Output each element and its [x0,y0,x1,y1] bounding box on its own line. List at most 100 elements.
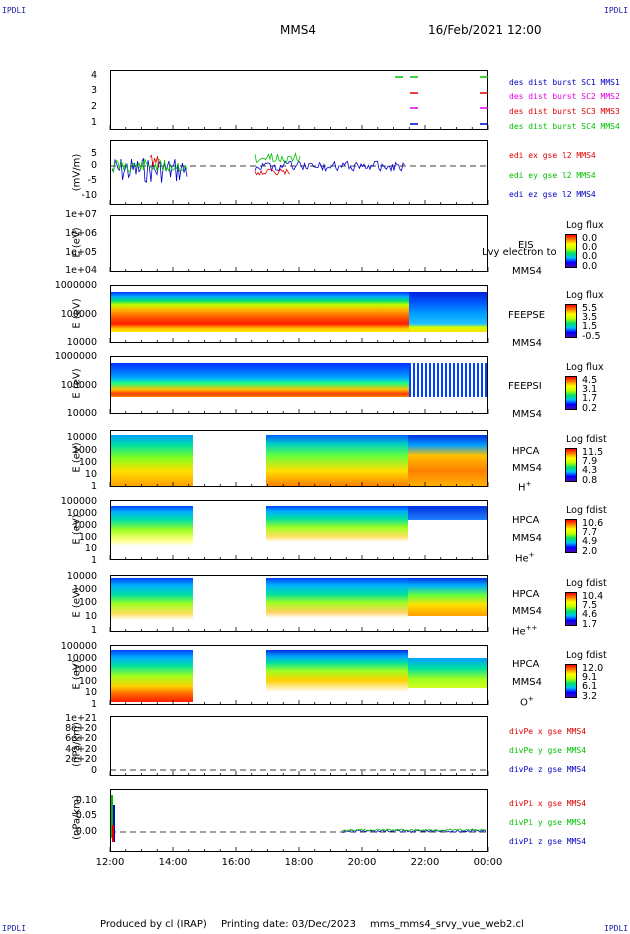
divpi-tick-010: 0.10 [75,795,97,806]
feepsi-colorbar [565,376,577,410]
feepse-colorbar-title: Log flux [566,290,604,301]
feepse-tick-1e6: 1000000 [54,280,97,291]
feepse-cb-value-2: 3.5 [582,312,598,323]
hpca-he2-tick-1e1: 10 [84,611,97,622]
hpca-h-cb-value-3: 4.3 [582,465,598,476]
x-tick-1200: 12:00 [95,857,125,868]
hpca-o-charge: + [527,695,534,703]
eis-tick-1e6: 1e+06 [65,228,97,239]
hpca-h-spectrogram-c [408,435,487,486]
feepsi-colorbar-title: Log flux [566,362,604,373]
edi-ez-trace-tail [339,160,405,173]
x-tick-1400: 14:00 [158,857,188,868]
divpe-tick-6e20: 6e+20 [65,733,97,744]
hpca-o-spectrogram-c [408,658,487,688]
des-legend-mms3: des dist burst SC3 MMS3 [509,107,620,116]
hpca-h-tick-1e4: 10000 [66,432,97,443]
eis-overlay-text: Lvy electron to [482,247,557,258]
feepsi-cb-value-3: 1.7 [582,393,598,404]
corner-label-top-right: IPDLI [604,6,629,15]
hpca-h-cb-value-2: 7.9 [582,456,598,467]
hpca-h-colorbar-title: Log fdist [566,434,607,445]
hpca-o-species-label: O+ [520,695,534,708]
eis-tick-1e5: 1e+05 [65,247,97,258]
feepse-tick-1e5: 100000 [60,309,97,320]
feepsi-spectrogram-main [111,363,409,397]
hpca-h-spacecraft-label: MMS4 [512,463,542,474]
hpca-he-spectrogram-b [266,506,408,542]
hpca-he-tick-1: 1 [90,555,97,566]
hpca-h-spectrogram-b [266,435,408,486]
edi-tick-5: 5 [90,148,97,159]
x-tick-2000: 20:00 [347,857,377,868]
divpi-tick-000: 0.00 [75,826,97,837]
edi-ez-trace-late [254,160,340,173]
divpi-legend-y: divPi y gse MMS4 [509,818,587,827]
edi-ey-trace-early [111,157,188,174]
hpca-h-instrument-label: HPCA [512,446,540,457]
hpca-he-cb-value-2: 7.7 [582,527,598,538]
divpi-y-trace [341,828,487,832]
hpca-he-colorbar [565,519,577,553]
hpca-h-charge: + [525,480,532,488]
divpe-legend-z: divPe z gse MMS4 [509,765,587,774]
edi-ey-trace-late [254,152,301,164]
hpca-h-species: H [518,482,526,494]
divpi-legend-z: divPi z gse MMS4 [509,837,587,846]
hpca-o-tick-1e5: 100000 [60,641,97,652]
divpe-tick-4e20: 4e+20 [65,744,97,755]
divpe-legend-x: divPe x gse MMS4 [509,727,587,736]
divpe-tick-1e21: 1e+21 [65,713,97,724]
hpca-he2-colorbar-title: Log fdist [566,578,607,589]
hpca-o-spectrogram-b [266,650,408,692]
hpca-h-tick-1e2: 100 [78,457,97,468]
hpca-he2-cb-value-1: 10.4 [582,591,604,602]
eis-instrument-label: EIS [518,240,534,251]
edi-ez-trace-early [111,158,188,183]
hpca-o-tick-1: 1 [90,699,97,710]
divpe-tick-0: 0 [90,765,97,776]
hpca-h-cb-value-1: 11.5 [582,447,604,458]
hpca-he-spectrogram-c [408,506,487,520]
feepse-tick-1e4: 10000 [66,337,97,348]
feepsi-cb-value-1: 4.5 [582,375,598,386]
corner-label-bottom-left: IPDLI [2,924,27,933]
eis-cb-value-1: 0.0 [582,233,598,244]
hpca-he2-species: He [512,626,526,638]
hpca-he-charge: + [528,551,535,559]
header-datetime: 16/Feb/2021 12:00 [428,23,542,37]
hpca-o-spacecraft-label: MMS4 [512,677,542,688]
hpca-h-species-label: H+ [518,480,531,493]
hpca-he-tick-1e2: 100 [78,532,97,543]
eis-cb-value-4: 0.0 [582,261,598,272]
edi-legend-ex: edi ex gse l2 MMS4 [509,151,596,160]
des-tick-3: 3 [90,85,97,96]
feepsi-tick-1e6: 1000000 [54,351,97,362]
hpca-o-cb-value-1: 12.0 [582,663,604,674]
x-tick-2200: 22:00 [410,857,440,868]
x-tick-0000: 00:00 [473,857,503,868]
hpca-h-tick-1e1: 10 [84,469,97,480]
hpca-o-tick-1e1: 10 [84,687,97,698]
feepse-instrument-label: FEEPSE [508,310,546,321]
hpca-h-cb-value-4: 0.8 [582,475,598,486]
hpca-he-tick-1e1: 10 [84,543,97,554]
hpca-he2-charge: ++ [525,624,538,632]
hpca-he2-tick-1e3: 1000 [72,584,97,595]
hpca-o-cb-value-2: 9.1 [582,672,598,683]
hpca-o-tick-1e3: 1000 [72,664,97,675]
corner-label-top-left: IPDLI [2,6,27,15]
hpca-he2-spectrogram-c [408,578,487,616]
edi-legend-ey: edi ey gse l2 MMS4 [509,171,596,180]
eis-tick-1e4: 1e+04 [65,265,97,276]
hpca-he2-spectrogram-b [266,578,408,618]
divpe-tick-2e20: 2e+20 [65,754,97,765]
feepse-spectrogram-late [409,292,487,332]
hpca-he-species-label: He+ [515,551,535,564]
hpca-he2-spacecraft-label: MMS4 [512,606,542,617]
hpca-he2-species-label: He++ [512,624,537,637]
edi-tick-m10: -10 [81,190,97,201]
hpca-o-colorbar [565,664,577,698]
hpca-he-tick-1e3: 1000 [72,520,97,531]
